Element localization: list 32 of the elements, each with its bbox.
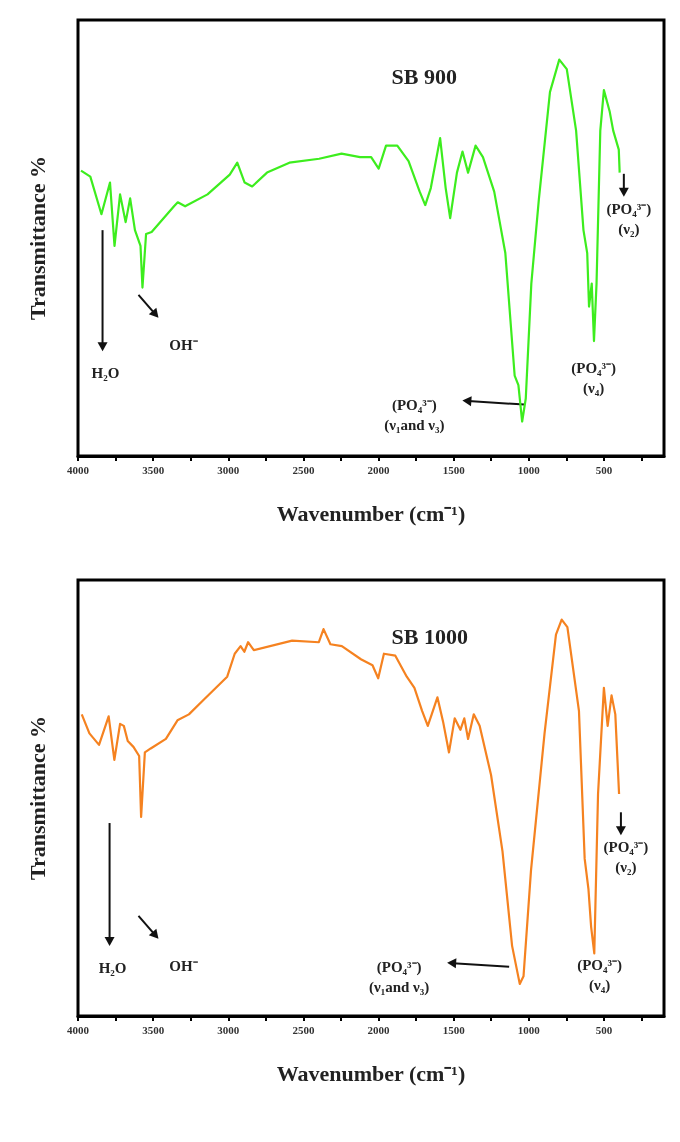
x-tick-label: 2000 [367,1023,391,1036]
x-tick-label: 1000 [517,463,541,476]
annotation: (PO₄³⁻) (ν₂) [603,839,649,877]
annotation: (PO₄³⁻) (ν₄) [571,359,617,397]
x-tick-label: 1000 [517,1023,541,1036]
x-tick-label: 4000 [67,1023,90,1036]
x-tick-label: 1500 [442,463,466,476]
x-tick-label: 3500 [142,1023,165,1036]
x-axis-title: Wavenumber (cm⁻¹) [276,1060,466,1086]
x-tick-label: 1500 [442,1023,466,1036]
x-tick-label: 3000 [217,1023,240,1036]
y-axis-title: Transmittance % [24,716,50,880]
x-tick-label: 2500 [292,463,315,476]
y-axis-title: Transmittance % [24,156,50,320]
annotation: (PO₄³⁻) (ν₂) [606,200,652,238]
x-tick-label: 3500 [142,463,165,476]
annotation: H₂O [91,365,120,382]
x-tick-label: 2500 [292,1023,315,1036]
x-tick-label: 3000 [217,463,240,476]
annotation: (PO₄³⁻) (ν₁and ν₃) [384,396,445,434]
annotation: OH⁻ [169,957,198,974]
x-tick-label: 4000 [67,463,90,476]
annotation: (PO₄³⁻) (ν₁and ν₃) [368,958,430,996]
x-tick-label: 500 [595,1023,613,1036]
x-tick-label: 500 [595,463,613,476]
chart-title: SB 1000 [391,623,468,649]
x-tick-label: 2000 [367,463,391,476]
annotation: H₂O [98,960,127,977]
x-axis-title: Wavenumber (cm⁻¹) [276,500,466,526]
annotation: OH⁻ [169,336,198,353]
chart-title: SB 900 [391,63,457,89]
annotation: (PO₄³⁻) (ν₄) [577,956,622,994]
